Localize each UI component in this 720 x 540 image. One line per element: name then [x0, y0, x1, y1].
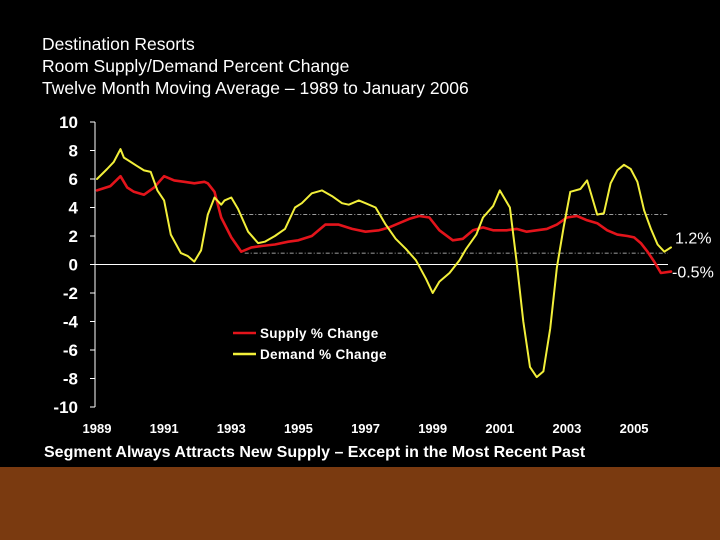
- x-tick-label: 1989: [83, 421, 112, 436]
- slide-title: Destination Resorts Room Supply/Demand P…: [42, 33, 469, 99]
- y-tick-label: -8: [63, 370, 78, 389]
- y-tick-label: 2: [69, 227, 78, 246]
- y-tick-label: 6: [69, 170, 78, 189]
- x-tick-label: 1997: [351, 421, 380, 436]
- chart-caption: Segment Always Attracts New Supply – Exc…: [44, 444, 586, 461]
- x-tick-label: 2005: [620, 421, 649, 436]
- y-tick-label: -2: [63, 284, 78, 303]
- x-tick-label: 1991: [150, 421, 179, 436]
- y-tick-label: -4: [63, 313, 79, 332]
- line-chart: 10 8 6 4 2 0 -2 -4 -6 -8 -10 1989 1991 1993 1995 1997 19…: [53, 113, 714, 436]
- x-tick-label: 2003: [552, 421, 581, 436]
- legend-label-demand: Demand % Change: [260, 347, 387, 362]
- footer-band: [0, 467, 720, 540]
- supply-series-line: [95, 174, 673, 275]
- title-line-1: Destination Resorts: [42, 34, 195, 54]
- x-tick-label: 1995: [284, 421, 313, 436]
- y-tick-label: -10: [53, 398, 78, 417]
- y-tick-label: -6: [63, 341, 78, 360]
- legend-label-supply: Supply % Change: [260, 326, 379, 341]
- y-tick-label: 0: [69, 256, 78, 275]
- title-line-2: Room Supply/Demand Percent Change: [42, 56, 350, 76]
- y-tick-label: 8: [69, 142, 78, 161]
- x-tick-label: 2001: [485, 421, 514, 436]
- value-annotation: 1.2%: [675, 230, 711, 247]
- y-tick-label: 10: [59, 113, 78, 132]
- title-line-3: Twelve Month Moving Average – 1989 to Ja…: [42, 78, 469, 98]
- demand-series-line: [96, 148, 672, 379]
- value-annotation: -0.5%: [672, 265, 714, 282]
- y-tick-label: 4: [69, 199, 79, 218]
- x-tick-label: 1993: [217, 421, 246, 436]
- x-tick-label: 1999: [418, 421, 447, 436]
- legend-box: [229, 324, 406, 368]
